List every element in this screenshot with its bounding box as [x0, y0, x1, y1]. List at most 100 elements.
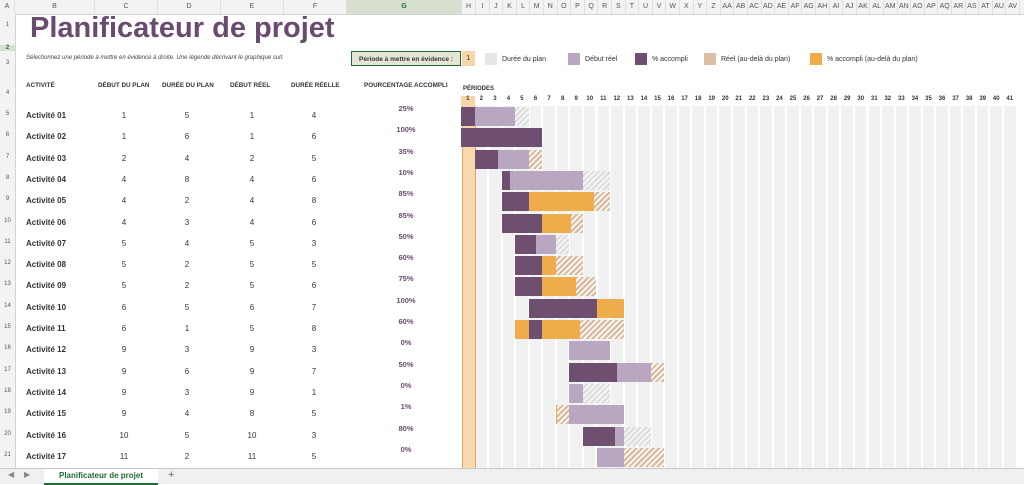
- table-row[interactable]: Activité 15 9 4 8 5 1%: [15, 402, 462, 425]
- column-header-as[interactable]: AS: [966, 0, 980, 14]
- column-header-q[interactable]: Q: [585, 0, 599, 14]
- column-header-ao[interactable]: AO: [911, 0, 925, 14]
- add-sheet-icon[interactable]: +: [168, 469, 175, 481]
- column-header-ag[interactable]: AG: [802, 0, 816, 14]
- column-header-v[interactable]: V: [653, 0, 667, 14]
- column-header-l[interactable]: L: [517, 0, 531, 14]
- period-number: 32: [884, 96, 892, 102]
- column-header-z[interactable]: Z: [707, 0, 721, 14]
- column-header-p[interactable]: P: [571, 0, 585, 14]
- table-row[interactable]: Activité 05 4 2 4 8 85%: [15, 189, 462, 212]
- column-header-r[interactable]: R: [598, 0, 612, 14]
- column-header-ab[interactable]: AB: [734, 0, 748, 14]
- row-header-12[interactable]: 12: [4, 260, 11, 267]
- column-header-ad[interactable]: AD: [762, 0, 776, 14]
- column-header-w[interactable]: W: [666, 0, 680, 14]
- column-header-y[interactable]: Y: [694, 0, 708, 14]
- column-header-m[interactable]: M: [530, 0, 544, 14]
- table-row[interactable]: Activité 16 10 5 10 3 80%: [15, 424, 462, 447]
- column-header-f[interactable]: F: [284, 0, 347, 14]
- table-row[interactable]: Activité 10 6 5 6 7 100%: [15, 296, 462, 319]
- column-header-au[interactable]: AU: [993, 0, 1007, 14]
- row-header-14[interactable]: 14: [4, 302, 11, 309]
- column-header-aj[interactable]: AJ: [843, 0, 857, 14]
- table-row[interactable]: Activité 03 2 4 2 5 35%: [15, 147, 462, 170]
- row-header-11[interactable]: 11: [4, 238, 11, 245]
- table-row[interactable]: Activité 04 4 8 4 6 10%: [15, 168, 462, 191]
- column-header-c[interactable]: C: [95, 0, 158, 14]
- row-header-5[interactable]: 5: [5, 111, 10, 117]
- column-header-at[interactable]: AT: [979, 0, 993, 14]
- column-header-aa[interactable]: AA: [721, 0, 735, 14]
- percent-complete-bar: [515, 256, 543, 276]
- column-header-an[interactable]: AN: [898, 0, 912, 14]
- column-header-g[interactable]: G: [347, 0, 462, 14]
- column-header-i[interactable]: I: [476, 0, 490, 14]
- row-header-16[interactable]: 16: [4, 345, 11, 352]
- column-header-t[interactable]: T: [626, 0, 640, 14]
- column-header-af[interactable]: AF: [789, 0, 803, 14]
- column-header-ac[interactable]: AC: [748, 0, 762, 14]
- period-number: 11: [600, 96, 607, 102]
- row-header-21[interactable]: 21: [4, 451, 11, 458]
- column-header-ak[interactable]: AK: [857, 0, 871, 14]
- row-header-13[interactable]: 13: [4, 281, 11, 288]
- row-header-19[interactable]: 19: [4, 409, 11, 416]
- actual-start-cell: 2: [249, 153, 255, 163]
- table-row[interactable]: Activité 08 5 2 5 5 60%: [15, 253, 462, 276]
- table-row[interactable]: Activité 17 11 2 11 5 0%: [15, 445, 462, 468]
- column-header-ar[interactable]: AR: [952, 0, 966, 14]
- table-row[interactable]: Activité 07 5 4 5 3 50%: [15, 232, 462, 255]
- column-header-j[interactable]: J: [490, 0, 504, 14]
- tab-prev-icon[interactable]: ◀: [8, 470, 15, 479]
- column-header-bar: A B C D E F G H I J K L M N O P Q R S T U V W X Y Z AA AB AC AD AE AF AG…: [0, 0, 1024, 15]
- column-header-s[interactable]: S: [612, 0, 626, 14]
- column-header-u[interactable]: U: [639, 0, 653, 14]
- column-header-x[interactable]: X: [680, 0, 694, 14]
- row-header-17[interactable]: 17: [4, 366, 11, 373]
- row-header-1[interactable]: 1: [5, 22, 10, 28]
- column-header-d[interactable]: D: [158, 0, 221, 14]
- periods-label: PÉRIODES: [463, 86, 495, 92]
- column-header-ap[interactable]: AP: [925, 0, 939, 14]
- table-row[interactable]: Activité 11 6 1 5 8 60%: [15, 317, 462, 340]
- row-header-20[interactable]: 20: [4, 430, 11, 437]
- period-column: [1004, 106, 1016, 468]
- table-row[interactable]: Activité 12 9 3 9 3 0%: [15, 338, 462, 361]
- column-header-am[interactable]: AM: [884, 0, 898, 14]
- row-header-8[interactable]: 8: [5, 174, 10, 181]
- tab-next-icon[interactable]: ▶: [24, 470, 31, 479]
- column-header-aq[interactable]: AQ: [938, 0, 952, 14]
- column-header-e[interactable]: E: [221, 0, 284, 14]
- row-header-18[interactable]: 18: [4, 387, 11, 394]
- row-header-7[interactable]: 7: [5, 153, 10, 160]
- row-header-10[interactable]: 10: [4, 217, 11, 224]
- row-header-15[interactable]: 15: [4, 324, 11, 330]
- column-header-o[interactable]: O: [558, 0, 572, 14]
- period-number: 9: [574, 96, 578, 102]
- column-header-k[interactable]: K: [503, 0, 517, 14]
- row-header-3[interactable]: 3: [5, 60, 10, 66]
- plan-duration-cell: 3: [184, 345, 190, 355]
- row-header-9[interactable]: 9: [5, 196, 10, 203]
- table-row[interactable]: Activité 13 9 6 9 7 50%: [15, 360, 462, 383]
- column-header-b[interactable]: B: [15, 0, 95, 14]
- table-row[interactable]: Activité 01 1 5 1 4 25%: [15, 104, 462, 127]
- table-row[interactable]: Activité 14 9 3 9 1 0%: [15, 381, 462, 404]
- column-header-av[interactable]: AV: [1006, 0, 1020, 14]
- highlight-period-input[interactable]: 1: [462, 51, 475, 66]
- row-header-2[interactable]: 2: [0, 45, 15, 51]
- column-header-ai[interactable]: AI: [830, 0, 844, 14]
- column-header-h[interactable]: H: [462, 0, 476, 14]
- column-header-ah[interactable]: AH: [816, 0, 830, 14]
- column-header-n[interactable]: N: [544, 0, 558, 14]
- row-header-4[interactable]: 4: [5, 90, 10, 96]
- table-row[interactable]: Activité 06 4 3 4 6 85%: [15, 211, 462, 234]
- percent-beyond-bar: [596, 298, 624, 318]
- row-header-6[interactable]: 6: [5, 132, 10, 139]
- table-row[interactable]: Activité 09 5 2 5 6 75%: [15, 274, 462, 297]
- column-header-al[interactable]: AL: [870, 0, 884, 14]
- column-header-a[interactable]: A: [0, 0, 15, 14]
- table-row[interactable]: Activité 02 1 6 1 6 100%: [15, 125, 462, 148]
- column-header-ae[interactable]: AE: [775, 0, 789, 14]
